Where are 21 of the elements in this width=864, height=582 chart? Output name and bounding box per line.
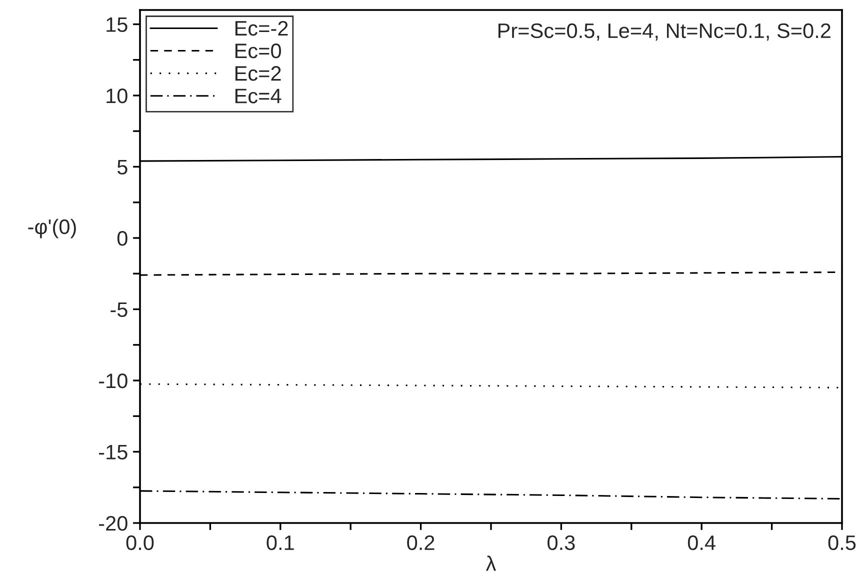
- y-tick-label: -5: [110, 302, 128, 318]
- x-tick-label: 0.1: [266, 535, 294, 550]
- y-tick-label: 15: [106, 17, 128, 32]
- x-tick-label: 0.2: [407, 535, 434, 550]
- x-tick-label: 0.0: [126, 535, 154, 550]
- y-tick-label: -15: [99, 444, 128, 460]
- y-tick-label: 10: [106, 88, 128, 104]
- legend-label: Ec=4: [235, 88, 282, 104]
- y-tick-label: 0: [117, 231, 128, 246]
- y-tick-label: -20: [99, 516, 128, 531]
- legend-label: Ec=2: [235, 66, 281, 81]
- x-axis-title: λ: [486, 556, 496, 571]
- x-tick-label: 0.5: [828, 535, 856, 550]
- y-tick-label: 5: [117, 160, 128, 175]
- legend-label: Ec=-2: [235, 20, 288, 36]
- x-tick-label: 0.4: [688, 535, 716, 550]
- legend-label: Ec=0: [235, 44, 281, 58]
- y-tick-label: -10: [99, 374, 128, 388]
- y-axis-title: -φ'(0): [28, 218, 76, 238]
- x-tick-label: 0.3: [548, 535, 575, 550]
- annotation: Pr=Sc=0.5, Le=4, Nt=Nc=0.1, S=0.2: [498, 23, 830, 41]
